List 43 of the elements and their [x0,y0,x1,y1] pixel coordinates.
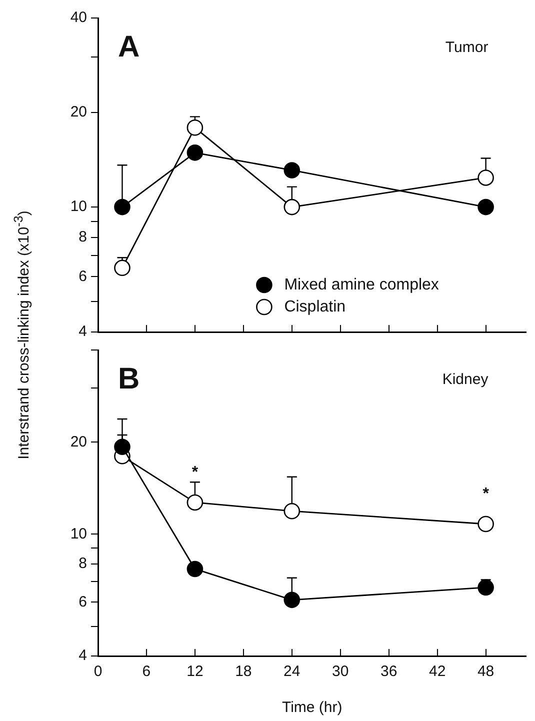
y-tick-label: 20 [70,433,87,450]
y-tick-label: 8 [78,555,87,572]
point [186,120,204,136]
y-tick-label: 40 [70,9,87,26]
point [114,260,130,276]
y-tick-label: 10 [70,198,87,216]
point [114,438,130,455]
annotation: Kidney [442,371,489,388]
legend-label: Mixed amine complex [284,276,439,294]
point [284,162,300,178]
x-tick-label: 36 [380,663,398,680]
point [478,516,494,532]
point [284,592,300,608]
x-axis-title: Time (hr) [282,699,342,716]
x-tick-label: 18 [235,663,252,680]
point [186,494,204,511]
x-tick-label: 6 [142,663,151,680]
x-tick-label: 0 [94,663,102,680]
x-tick-label: 42 [428,663,446,680]
annotation: * [192,464,199,481]
annotation: B [118,362,140,396]
y-tick-label: 20 [70,104,87,121]
x-tick-label: 24 [284,663,300,680]
point [478,170,494,186]
point [186,560,204,578]
annotation: Tumor [445,39,488,56]
y-tick-label: 6 [78,268,87,285]
point [284,502,300,520]
y-tick-label: 10 [70,525,87,542]
point [186,144,204,161]
y-tick-label: 8 [78,228,87,246]
point [114,198,130,216]
y-tick-label: 4 [78,647,87,664]
x-tick-label: 30 [332,663,349,680]
y-tick-label: 6 [78,593,87,610]
annotation: A [118,30,140,64]
annotation: * [482,485,490,502]
x-tick-label: 12 [186,663,204,680]
point [284,198,300,216]
x-tick-label: 48 [477,663,494,680]
y-tick-label: 4 [78,323,87,340]
legend-label: Cisplatin [284,298,346,316]
point [478,198,494,216]
